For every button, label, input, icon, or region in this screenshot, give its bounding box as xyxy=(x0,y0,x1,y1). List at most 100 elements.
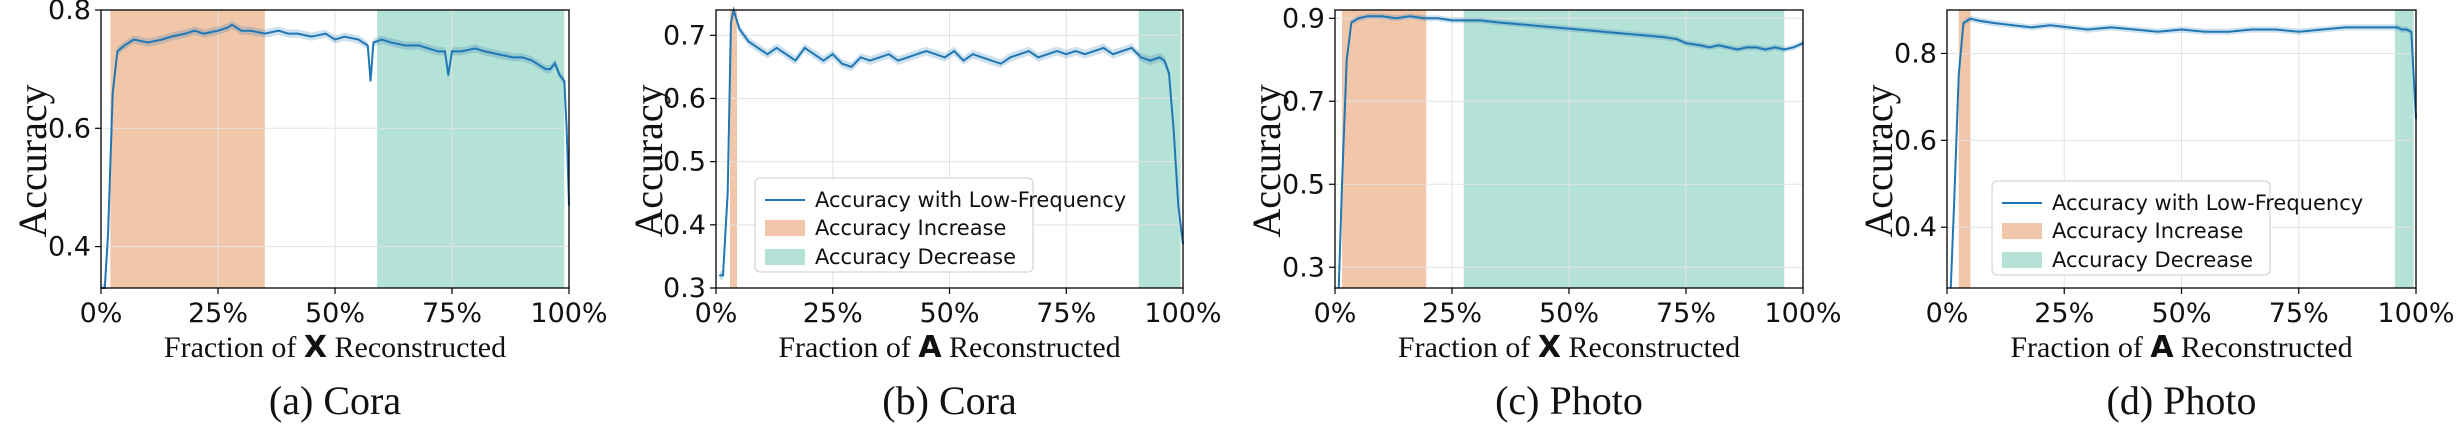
data-point xyxy=(1112,53,1114,56)
data-point xyxy=(1065,53,1068,56)
data-point xyxy=(1350,21,1353,24)
subfigure-caption: (c) Photo xyxy=(1495,378,1643,423)
y-axis-label: Accuracy xyxy=(626,84,671,237)
decrease-region xyxy=(2394,10,2414,288)
data-point xyxy=(878,56,881,59)
data-point xyxy=(2297,30,2300,33)
data-point xyxy=(1409,15,1411,18)
data-point xyxy=(757,47,759,49)
accuracy-line xyxy=(1949,17,2417,289)
data-point xyxy=(1675,38,1678,40)
data-point xyxy=(474,47,477,50)
data-point xyxy=(1465,19,1467,22)
legend-label-decrease: Accuracy Decrease xyxy=(815,245,1016,269)
data-point xyxy=(231,23,233,26)
x-tick-label: 25% xyxy=(803,298,863,329)
data-point xyxy=(1993,22,1995,24)
x-tick-label: 0% xyxy=(695,298,738,329)
x-tick-label: 0% xyxy=(80,298,123,329)
x-tick-label: 75% xyxy=(422,298,482,329)
data-point xyxy=(1158,56,1161,59)
data-point xyxy=(2251,28,2253,31)
data-point xyxy=(766,53,769,56)
data-point xyxy=(1357,17,1360,20)
y-tick-label: 0.9 xyxy=(1282,3,1325,34)
data-point xyxy=(2110,26,2112,29)
data-point xyxy=(1130,47,1133,49)
legend-decrease-swatch xyxy=(765,249,805,265)
increase-region xyxy=(730,10,738,288)
legend-label-line: Accuracy with Low-Frequency xyxy=(815,188,1126,212)
data-point xyxy=(558,74,561,76)
data-point xyxy=(1437,17,1439,20)
data-point xyxy=(565,127,568,130)
data-point xyxy=(1172,129,1175,131)
accuracy-line xyxy=(1337,15,1804,289)
data-point xyxy=(2180,28,2183,31)
data-point xyxy=(1774,46,1776,49)
data-point xyxy=(111,92,114,94)
data-point xyxy=(803,47,806,49)
data-point xyxy=(418,44,421,47)
data-point xyxy=(1727,46,1729,49)
data-point xyxy=(2049,24,2051,27)
y-tick-label: 0.7 xyxy=(663,20,706,51)
data-point xyxy=(1699,44,1701,47)
data-point xyxy=(1479,19,1481,22)
data-point xyxy=(1953,204,1955,207)
data-point xyxy=(869,59,871,62)
data-point xyxy=(2086,28,2089,31)
legend-label-line: Accuracy with Low-Frequency xyxy=(2052,191,2363,215)
data-point xyxy=(2405,28,2408,31)
data-point xyxy=(1074,50,1077,52)
increase-region xyxy=(1342,10,1427,288)
data-point xyxy=(813,53,815,56)
data-point xyxy=(1395,17,1397,20)
legend-label-decrease: Accuracy Decrease xyxy=(2052,248,2253,272)
data-point xyxy=(343,35,346,38)
data-point xyxy=(512,56,514,59)
data-point xyxy=(460,50,463,53)
data-point xyxy=(934,53,937,56)
data-point xyxy=(2387,26,2389,29)
data-point xyxy=(1708,46,1711,49)
data-point xyxy=(1568,27,1570,30)
increase-region xyxy=(110,10,265,288)
data-point xyxy=(1498,21,1500,24)
data-point xyxy=(390,41,392,44)
data-point xyxy=(554,62,556,65)
data-point xyxy=(1746,46,1748,49)
decrease-region xyxy=(1463,10,1785,288)
data-point xyxy=(2401,28,2403,31)
x-tick-label: 25% xyxy=(2034,298,2094,329)
data-point xyxy=(738,28,741,30)
legend: Accuracy with Low-Frequency Accuracy Incr… xyxy=(754,177,1126,273)
data-point xyxy=(897,59,899,62)
data-point xyxy=(718,274,721,277)
data-point xyxy=(1381,15,1383,18)
x-axis-label: Fraction of X Reconstructed xyxy=(164,330,506,365)
data-point xyxy=(123,44,126,47)
data-point xyxy=(404,44,407,47)
data-point xyxy=(278,29,280,32)
data-point xyxy=(498,53,500,56)
data-point xyxy=(1591,29,1594,32)
data-point xyxy=(962,59,965,62)
data-point xyxy=(1423,17,1425,20)
data-point xyxy=(1000,62,1002,65)
legend-box xyxy=(1991,180,2271,276)
data-point xyxy=(822,59,825,62)
y-axis-label: Accuracy xyxy=(1856,84,1901,237)
data-point xyxy=(447,74,450,76)
data-point xyxy=(1037,56,1040,59)
chart-panel-4: 0% 25% 50% 75% 100% 0.4 0.6 0.8 Accuracy Fraction… xyxy=(1856,9,2455,423)
data-point xyxy=(2410,30,2413,33)
y-tick-label: 0.6 xyxy=(1894,125,1937,156)
x-tick-label: 100% xyxy=(1764,298,1841,329)
data-point xyxy=(107,233,109,236)
data-point xyxy=(540,65,542,67)
y-tick-label: 0.4 xyxy=(48,232,91,263)
data-point xyxy=(925,50,927,52)
data-point xyxy=(1366,15,1369,18)
